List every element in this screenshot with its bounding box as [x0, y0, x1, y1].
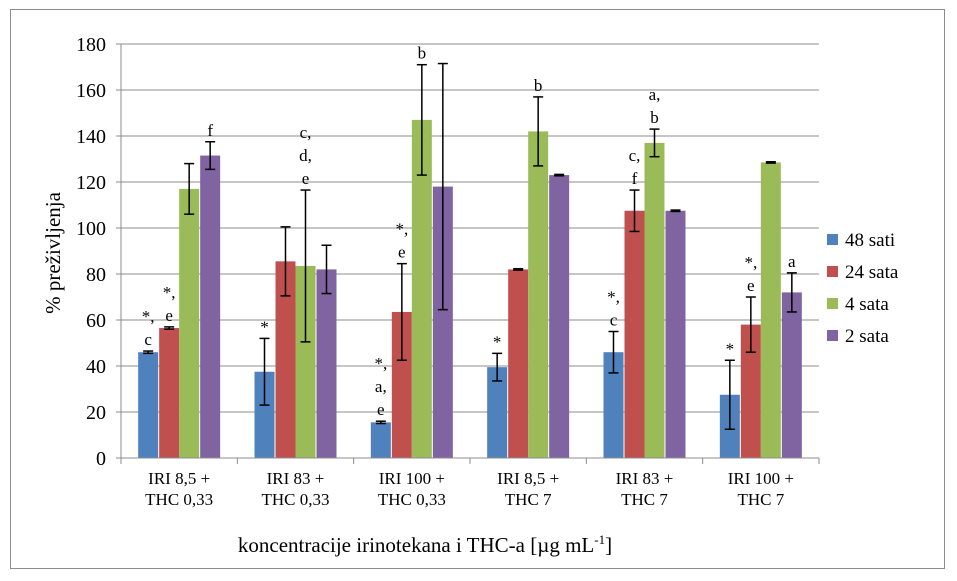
bar — [781, 292, 802, 458]
x-axis-label-superscript: -1 — [594, 532, 605, 547]
legend: 48 sati 24 sata 4 sata 2 sata — [827, 230, 899, 347]
x-tick-label: IRI 100 + — [728, 469, 794, 488]
x-tick-label: THC 7 — [505, 490, 552, 509]
legend-label: 4 sata — [845, 294, 889, 315]
significance-label: f — [632, 169, 638, 188]
y-axis-ticks: 0 20 40 60 80 100 120 140 160 180 — [76, 34, 121, 470]
significance-label: *, — [374, 354, 387, 373]
x-tick-label: IRI 8,5 + — [148, 469, 210, 488]
significance-label: d, — [299, 146, 312, 165]
annotations: *, c * *, a, e * *, c * *, e *, e c, f *, e c, d, e b b a, b f a — [142, 44, 796, 420]
significance-label: a, — [375, 377, 387, 396]
bar — [740, 324, 761, 458]
bars — [138, 119, 802, 459]
bar — [370, 422, 391, 458]
x-axis-label-text: koncentracije irinotekana i THC-a [µg mL — [238, 533, 594, 557]
significance-label: b — [650, 108, 659, 127]
bar — [432, 186, 453, 458]
significance-label: * — [260, 317, 269, 336]
bar — [644, 142, 665, 458]
bar — [411, 119, 432, 459]
significance-label: e — [398, 243, 406, 262]
bar — [254, 371, 275, 458]
significance-label: e — [747, 276, 755, 295]
significance-label: e — [302, 169, 310, 188]
x-axis-ticks: IRI 8,5 + THC 0,33 IRI 83 + THC 0,33 IRI 100… — [145, 469, 794, 509]
bar — [549, 175, 570, 458]
significance-label: * — [493, 332, 502, 351]
bar — [603, 352, 624, 458]
bar — [487, 367, 508, 458]
error-bars — [143, 62, 797, 430]
x-tick-label: IRI 83 + — [267, 469, 325, 488]
bar — [316, 269, 337, 458]
legend-label: 2 sata — [845, 326, 889, 347]
bar — [138, 352, 159, 458]
bar — [295, 265, 316, 458]
bar — [665, 210, 686, 458]
bar — [179, 188, 200, 458]
bar — [760, 162, 781, 458]
significance-label: a — [788, 252, 796, 271]
significance-label: c, — [629, 146, 641, 165]
y-tick-label: 120 — [76, 172, 106, 194]
significance-label: *, — [744, 253, 757, 272]
x-axis-label: koncentracije irinotekana i THC-a [µg mL… — [238, 532, 612, 557]
legend-label: 24 sata — [845, 262, 899, 283]
bar — [159, 328, 180, 458]
y-tick-label: 100 — [76, 218, 106, 240]
gridlines — [121, 43, 819, 413]
significance-label: *, — [395, 220, 408, 239]
y-tick-label: 0 — [96, 448, 106, 470]
bar — [391, 311, 412, 458]
legend-swatch — [827, 298, 838, 309]
x-axis-label-end: ] — [605, 533, 612, 557]
significance-label: a, — [649, 85, 661, 104]
bar — [528, 131, 549, 458]
significance-label: b — [534, 76, 543, 95]
y-tick-label: 160 — [76, 80, 106, 102]
axes — [120, 44, 820, 464]
y-tick-label: 20 — [86, 402, 106, 424]
x-tick-label: IRI 83 + — [616, 469, 674, 488]
legend-label: 48 sati — [845, 230, 895, 251]
x-tick-label: THC 0,33 — [378, 490, 446, 509]
x-tick-label: THC 7 — [621, 490, 668, 509]
significance-label: c, — [300, 123, 312, 142]
bar — [508, 269, 529, 458]
bar — [624, 210, 645, 458]
y-axis-label: % preživljenja — [41, 191, 65, 314]
x-tick-label: IRI 8,5 + — [497, 469, 559, 488]
significance-label: e — [165, 306, 173, 325]
y-tick-label: 80 — [86, 264, 106, 286]
significance-label: e — [377, 400, 385, 419]
significance-label: f — [207, 121, 213, 140]
significance-label: *, — [607, 288, 620, 307]
significance-label: b — [418, 44, 427, 63]
bar — [275, 261, 296, 458]
y-tick-label: 40 — [86, 356, 106, 378]
y-tick-label: 180 — [76, 34, 106, 56]
bar — [200, 155, 221, 459]
x-tick-label: THC 0,33 — [145, 490, 213, 509]
significance-label: *, — [163, 283, 176, 302]
legend-swatch — [827, 266, 838, 277]
significance-label: c — [144, 330, 152, 349]
x-tick-label: THC 7 — [737, 490, 784, 509]
legend-swatch — [827, 234, 838, 245]
significance-label: c — [610, 311, 618, 330]
x-tick-label: IRI 100 + — [379, 469, 445, 488]
y-tick-label: 60 — [86, 310, 106, 332]
legend-swatch — [827, 330, 838, 341]
significance-label: * — [726, 339, 735, 358]
x-tick-label: THC 0,33 — [262, 490, 330, 509]
chart-frame: 0 20 40 60 80 100 120 140 160 180 *, c * *, a, e * *, c * *… — [10, 9, 945, 569]
y-tick-label: 140 — [76, 126, 106, 148]
significance-label: *, — [142, 307, 155, 326]
